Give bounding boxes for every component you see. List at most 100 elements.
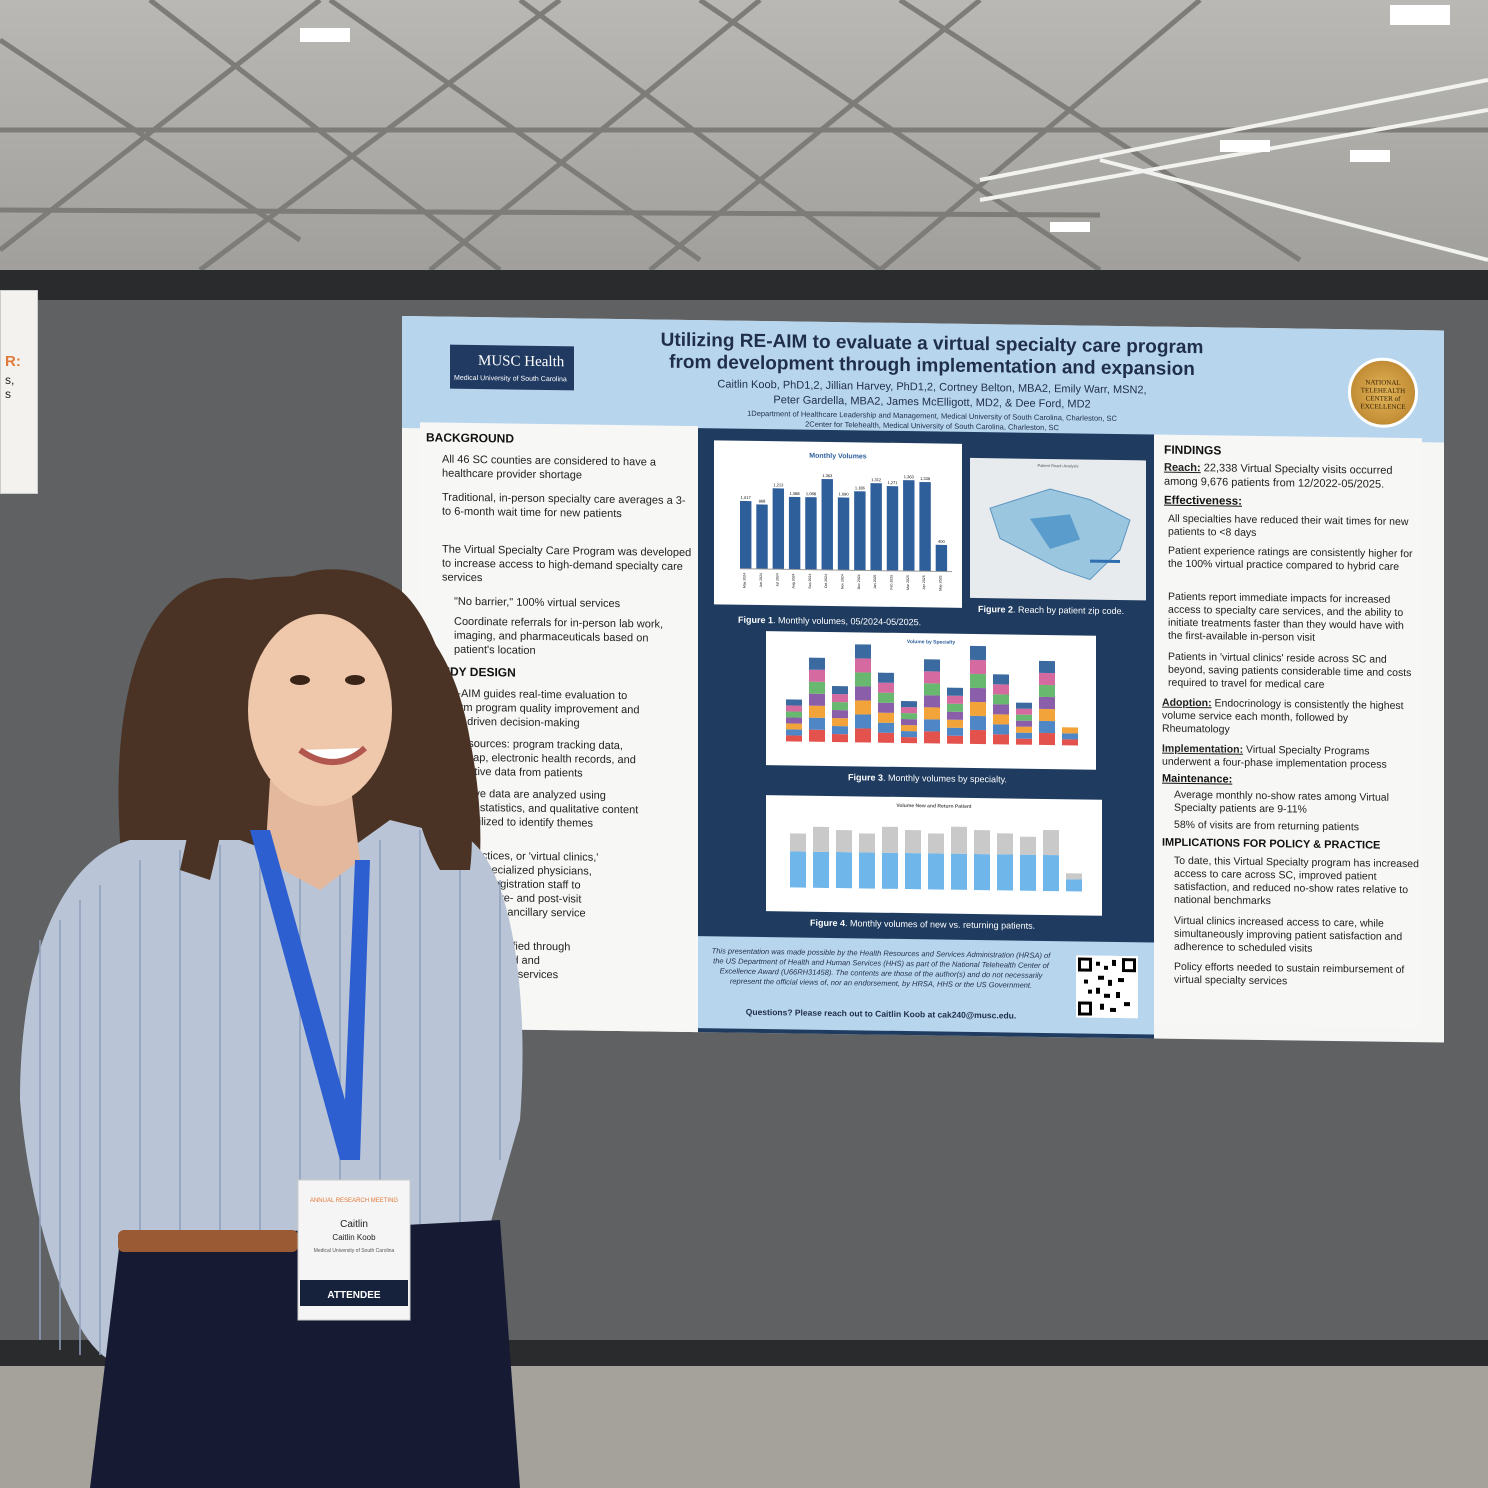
returning-bar (951, 853, 967, 890)
figure1-chart: Monthly Volumes 1,017 May 2024 968 Jun 2024… (714, 440, 962, 608)
category-tick-label: Mar 2025 (906, 575, 910, 590)
specialty-bar-segment (924, 719, 940, 732)
effectiveness-bullet-4: Patients in 'virtual clinics' reside acr… (1168, 650, 1412, 691)
badge-first-name: Caitlin (340, 1219, 368, 1230)
specialty-bar-segment (786, 735, 802, 742)
qr-code (1076, 955, 1138, 1019)
specialty-bar-segment (924, 707, 940, 720)
bar-value-label: 1,186 (855, 485, 866, 490)
effectiveness-bullet-1: All specialties have reduced their wait … (1168, 512, 1409, 539)
implications-bullet-3: Policy efforts needed to sustain reimbur… (1174, 960, 1405, 988)
category-tick-label: Sep 2024 (808, 574, 812, 589)
funding-note: This presentation was made possible by t… (711, 946, 1051, 990)
figure1-caption: Figure 1. Monthly volumes, 05/2024-05/20… (738, 615, 921, 628)
specialty-bar-segment (855, 686, 871, 701)
badge-event: ANNUAL RESEARCH MEETING (310, 1198, 398, 1204)
bar-value-label: 1,090 (839, 491, 850, 496)
ceiling-background (0, 0, 1488, 300)
category-tick-label: Jan 2025 (873, 575, 877, 590)
implementation-paragraph: Implementation: Virtual Specialty Progra… (1162, 743, 1418, 773)
specialty-bar-segment (832, 702, 848, 711)
reach-label: Reach: (1164, 461, 1201, 475)
specialty-bar-segment (809, 657, 825, 670)
specialty-bar-segment (878, 692, 894, 703)
category-tick-label: Apr 2025 (922, 575, 926, 589)
sc-reach-map: Patient Reach Analysis (989, 463, 1131, 581)
specialty-bar-segment (832, 734, 848, 743)
effectiveness-label: Effectiveness: (1164, 494, 1242, 508)
specialty-bar-segment (924, 659, 940, 672)
specialty-bar-segment (1039, 732, 1055, 746)
specialty-bar-segment (1016, 720, 1032, 727)
specialty-bar-segment (947, 719, 963, 728)
specialty-bar-segment (786, 711, 802, 718)
new-bar (813, 826, 829, 852)
specialty-bar-segment (855, 700, 871, 715)
volume-bar (805, 497, 817, 570)
category-tick-label: Dec 2024 (857, 574, 861, 589)
volume-bar (919, 481, 931, 572)
specialty-bar-segment (832, 710, 848, 719)
category-tick-label: Nov 2024 (841, 574, 845, 589)
volume-bar (821, 478, 833, 571)
bar-value-label: 1,088 (790, 491, 801, 496)
specialty-bar-segment (947, 711, 963, 720)
new-bar (859, 833, 875, 853)
new-bar (928, 833, 944, 854)
specialty-bar-segment (855, 658, 871, 673)
figure4-chart: Volume New and Return Patient (766, 795, 1102, 916)
fig3-label: Figure 3 (848, 772, 884, 783)
specialty-bar-segment (970, 701, 986, 717)
volume-bar (788, 496, 801, 570)
new-bar (997, 833, 1013, 855)
specialty-bar-segment (924, 671, 940, 684)
specialty-bar-segment (855, 672, 871, 687)
specialty-bar-segment (1039, 696, 1055, 710)
specialty-bar-segment (878, 732, 894, 743)
specialty-bar-segment (993, 724, 1009, 735)
specialty-bar-segment (1039, 708, 1055, 722)
volume-bar (740, 500, 752, 569)
specialty-bar-segment (1039, 660, 1055, 674)
center-figures-column: Monthly Volumes 1,017 May 2024 968 Jun 2024… (698, 428, 1154, 1039)
specialty-bar-segment (855, 714, 871, 729)
specialty-bar-segment (832, 726, 848, 735)
specialty-bar-segment (993, 694, 1009, 705)
specialty-bar-segment (1016, 732, 1032, 739)
specialty-bar-segment (809, 669, 825, 682)
reach-paragraph: Reach: 22,338 Virtual Specialty visits o… (1164, 461, 1416, 493)
specialty-bar-segment (924, 731, 940, 744)
background-bullet-1: All 46 SC counties are considered to hav… (442, 453, 657, 482)
returning-bar (1043, 854, 1059, 892)
specialty-bar-segment (878, 712, 894, 723)
returning-bar (813, 851, 829, 888)
specialty-bar-segment (947, 687, 963, 696)
badge-type: ATTENDEE (327, 1290, 380, 1301)
specialty-bar-segment (1016, 714, 1032, 721)
specialty-bar-segment (993, 734, 1009, 745)
bar-value-label: 1,271 (887, 480, 898, 485)
specialty-bar-segment (970, 673, 986, 689)
effectiveness-bullet-2: Patient experience ratings are consisten… (1168, 544, 1413, 573)
returning-bar (836, 852, 852, 889)
bar-value-label: 1,363 (904, 474, 915, 479)
bar-value-label: 1,363 (822, 473, 833, 478)
fig4-label: Figure 4 (810, 917, 846, 929)
specialty-bar-segment (970, 659, 986, 675)
specialty-bar-segment (878, 672, 894, 683)
ceiling-truss-graphic (0, 0, 1488, 285)
specialty-bar-segment (1039, 720, 1055, 734)
figure2-caption: Figure 2. Reach by patient zip code. (978, 604, 1124, 616)
volume-bar (756, 504, 768, 570)
logo-main-text: MUSC Health (478, 353, 565, 371)
fig4-title: Volume New and Return Patient (896, 803, 972, 810)
specialty-bar-segment (809, 717, 825, 730)
specialty-bar-segment (786, 729, 802, 736)
chart-title: Monthly Volumes (809, 453, 867, 461)
sign-accent-text: R: (5, 353, 21, 370)
specialty-bar-segment (901, 730, 917, 738)
specialty-bar-segment (970, 687, 986, 703)
specialty-bar-segment (809, 729, 825, 742)
implications-bullet-1: To date, this Virtual Specialty program … (1174, 854, 1419, 908)
bar-value-label: 400 (938, 539, 945, 544)
